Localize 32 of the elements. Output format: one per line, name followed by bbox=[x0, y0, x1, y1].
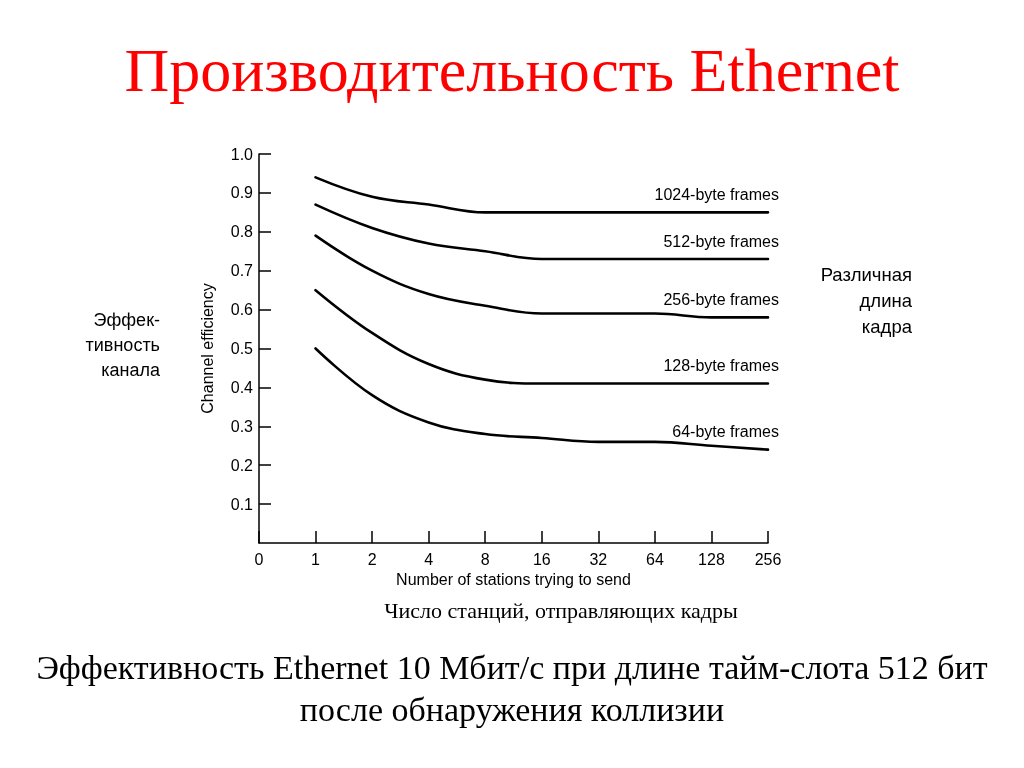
x-tick-label: 16 bbox=[532, 550, 551, 568]
series-label: 512-byte frames bbox=[663, 232, 779, 250]
y-tick-label: 0.2 bbox=[230, 456, 254, 474]
x-tick-label: 64 bbox=[645, 550, 664, 568]
y-tick-label: 0.6 bbox=[230, 301, 254, 319]
y-tick-label: 0.4 bbox=[230, 378, 254, 396]
text: Эффек- тивность канала bbox=[85, 310, 161, 380]
x-tick-label: 128 bbox=[698, 550, 725, 568]
y-tick-label: 0.1 bbox=[230, 495, 254, 513]
x-tick-label: 32 bbox=[589, 550, 608, 568]
x-tick-label: 1 bbox=[311, 550, 321, 568]
series-label: 1024-byte frames bbox=[654, 185, 779, 203]
y-axis-title: Channel efficiency bbox=[198, 283, 216, 414]
y-tick-label: 0.5 bbox=[230, 340, 254, 357]
x-tick-label: 4 bbox=[424, 550, 434, 568]
y-tick-label: 0.3 bbox=[230, 417, 254, 435]
text: Различная длина кадра bbox=[820, 263, 913, 337]
x-tick-label: 8 bbox=[480, 550, 490, 568]
y-tick-label: 1.0 bbox=[230, 145, 254, 163]
x-tick-label: 2 bbox=[367, 550, 377, 568]
x-tick-label: 0 bbox=[254, 550, 264, 568]
y-tick-label: 0.8 bbox=[230, 223, 254, 241]
y-tick-label: 0.9 bbox=[230, 184, 254, 202]
x-axis-title: Number of stations trying to send bbox=[396, 571, 631, 589]
y-tick-label: 0.7 bbox=[230, 262, 254, 280]
text: Число станций, отправляющих кадры bbox=[384, 597, 739, 623]
series-label: 256-byte frames bbox=[663, 290, 779, 308]
series-label: 64-byte frames bbox=[672, 423, 779, 441]
x-tick-label: 256 bbox=[754, 550, 782, 568]
series-label: 128-byte frames bbox=[663, 357, 779, 375]
chart-title: Производительность Ethernet bbox=[124, 36, 900, 104]
text: Эффективность Ethernet 10 Мбит/с при длине тайм-слота 512 бит после обнаружения коллизии bbox=[36, 648, 988, 728]
